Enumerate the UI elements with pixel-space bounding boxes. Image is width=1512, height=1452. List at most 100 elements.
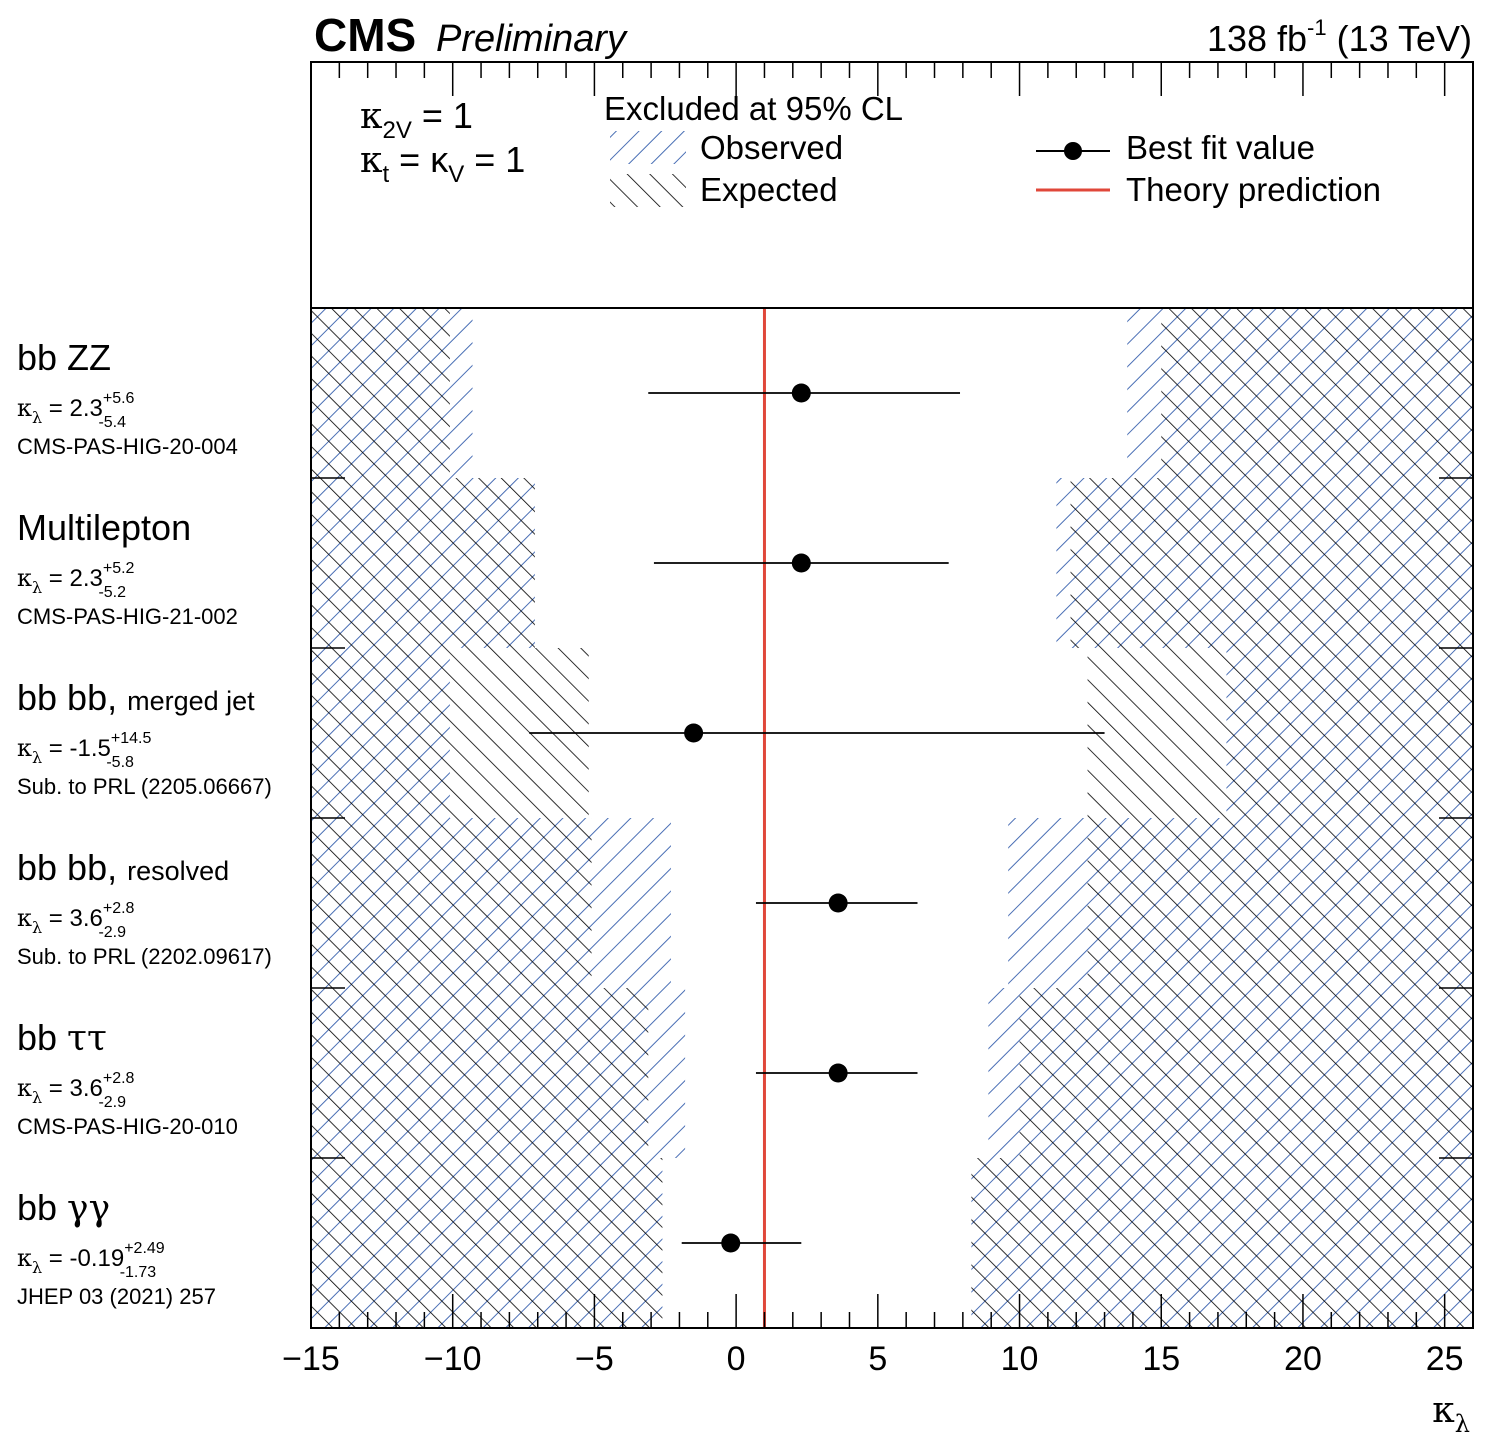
channel-name-greek-4: ττ (67, 1018, 107, 1059)
channel-value-kappa-1: κ (17, 564, 32, 592)
x-tick-label-8: 25 (1426, 1340, 1464, 1378)
channel-value-lambda-2: λ (32, 748, 42, 767)
channel-value-kappa-2: κ (17, 734, 32, 762)
channel-value-best-5: = -0.19 (42, 1245, 124, 1272)
expected-excluded-right-2 (1087, 648, 1473, 818)
channel-value-best-3: = 3.6 (42, 905, 103, 932)
exclusion-regions (311, 308, 1473, 1328)
channel-value-2: κλ = -1.5+14.5 -5.8 (17, 730, 151, 771)
legend-expected-swatch (610, 174, 686, 207)
condition-k2v: κ2V = 1 (360, 95, 473, 144)
lumi-energy: (13 TeV) (1327, 18, 1472, 59)
x-tick-label-5: 10 (1001, 1340, 1039, 1378)
channel-value-3: κλ = 3.6+2.8 -2.9 (17, 900, 135, 941)
channel-value-4: κλ = 3.6+2.8 -2.9 (17, 1070, 135, 1111)
best-fit-point-0 (791, 383, 811, 403)
channel-reference-3: Sub. to PRL (2202.09617) (17, 944, 272, 969)
channel-value-down-4: -2.9 (98, 1094, 126, 1111)
condition-kt-kv: κt = κV = 1 (360, 139, 525, 188)
channel-value-best-4: = 3.6 (42, 1075, 103, 1102)
channel-name-main-3: bb bb, (17, 847, 117, 888)
status-label: Preliminary (436, 18, 628, 60)
expected-excluded-right-5 (971, 1158, 1473, 1328)
plot-frame (310, 61, 1474, 1329)
expected-excluded-left-5 (311, 1158, 663, 1328)
channel-value-best-0: = 2.3 (42, 395, 103, 422)
legend-bestfit-label: Best fit value (1126, 129, 1315, 166)
x-tick-label-1: −10 (424, 1340, 482, 1378)
best-fit-point-5 (721, 1233, 741, 1253)
channel-name-2: bb bb, merged jet (17, 677, 255, 718)
legend-header: Excluded at 95% CL (604, 90, 903, 127)
channel-value-kappa-4: κ (17, 1074, 32, 1102)
channel-value-0: κλ = 2.3+5.6 -5.4 (17, 390, 135, 431)
expected-excluded-left-3 (311, 818, 592, 988)
channel-value-up-3: +2.8 (103, 900, 135, 917)
channel-name-prefix-5: bb (17, 1187, 67, 1228)
channel-name-small-2: merged jet (127, 686, 255, 716)
channel-name-main-2: bb bb, (17, 677, 117, 718)
channel-value-down-2: -5.8 (106, 754, 134, 771)
channel-name-5: bb γγ (17, 1187, 110, 1229)
channel-value-down-0: -5.4 (98, 414, 126, 431)
x-axis-label: κλ (1432, 1390, 1470, 1438)
channel-reference-4: CMS-PAS-HIG-20-010 (17, 1114, 238, 1139)
channel-value-best-2: = -1.5 (42, 735, 111, 762)
channel-name-main-0: bb ZZ (17, 337, 111, 378)
channel-name-small-3: resolved (127, 856, 229, 886)
channel-value-down-3: -2.9 (98, 924, 126, 941)
channel-name-4: bb ττ (17, 1017, 107, 1059)
expected-excluded-right-4 (1019, 988, 1473, 1158)
x-tick-label-7: 20 (1284, 1340, 1322, 1378)
best-fit-point-4 (828, 1063, 848, 1083)
channel-value-lambda-3: λ (32, 918, 42, 937)
best-fit-point-2 (684, 723, 704, 743)
lumi-exponent: -1 (1307, 15, 1327, 40)
channel-reference-0: CMS-PAS-HIG-20-004 (17, 434, 238, 459)
channel-name-greek-5: γγ (67, 1188, 110, 1229)
channel-value-kappa-0: κ (17, 394, 32, 422)
axis-ticks (310, 62, 1474, 1328)
channel-reference-5: JHEP 03 (2021) 257 (17, 1284, 216, 1309)
channel-value-up-4: +2.8 (103, 1070, 135, 1087)
channel-value-up-0: +5.6 (103, 390, 135, 407)
legend-observed-swatch (610, 131, 686, 164)
channel-name-prefix-4: bb (17, 1017, 67, 1058)
legend-bestfit-marker (1064, 142, 1082, 160)
channel-name-3: bb bb, resolved (17, 847, 229, 888)
channel-name-main-1: Multilepton (17, 507, 191, 548)
x-tick-label-2: −5 (575, 1340, 614, 1378)
channel-value-up-1: +5.2 (103, 560, 135, 577)
x-tick-label-0: −15 (282, 1340, 340, 1378)
expected-excluded-right-0 (1161, 308, 1473, 478)
legend-observed-label: Observed (700, 129, 843, 166)
channel-value-lambda-1: λ (32, 578, 42, 597)
lumi-value: 138 fb (1207, 18, 1307, 59)
best-fit-points (529, 383, 1105, 1253)
channel-name-1: Multilepton (17, 507, 191, 548)
best-fit-point-1 (791, 553, 811, 573)
expected-excluded-left-0 (311, 308, 450, 478)
channel-value-up-2: +14.5 (111, 730, 152, 747)
x-tick-label-6: 15 (1142, 1340, 1180, 1378)
x-tick-label-4: 5 (868, 1340, 887, 1378)
channel-value-down-5: -1.73 (120, 1264, 157, 1281)
best-fit-point-3 (828, 893, 848, 913)
channel-value-lambda-0: λ (32, 408, 42, 427)
expected-excluded-left-4 (311, 988, 649, 1158)
channel-name-0: bb ZZ (17, 337, 111, 378)
legend-theory-label: Theory prediction (1126, 171, 1381, 208)
experiment-label: CMS (314, 9, 416, 61)
channel-value-lambda-4: λ (32, 1088, 42, 1107)
expected-excluded-right-3 (1087, 818, 1473, 988)
channel-reference-2: Sub. to PRL (2205.06667) (17, 774, 272, 799)
channel-value-1: κλ = 2.3+5.2 -5.2 (17, 560, 135, 601)
channel-value-lambda-5: λ (32, 1258, 42, 1277)
channel-value-5: κλ = -0.19+2.49 -1.73 (17, 1240, 165, 1281)
channel-value-kappa-3: κ (17, 904, 32, 932)
lumi-label: 138 fb-1 (13 TeV) (1207, 15, 1472, 59)
expected-excluded-left-1 (311, 478, 535, 648)
expected-excluded-right-1 (1070, 478, 1473, 648)
